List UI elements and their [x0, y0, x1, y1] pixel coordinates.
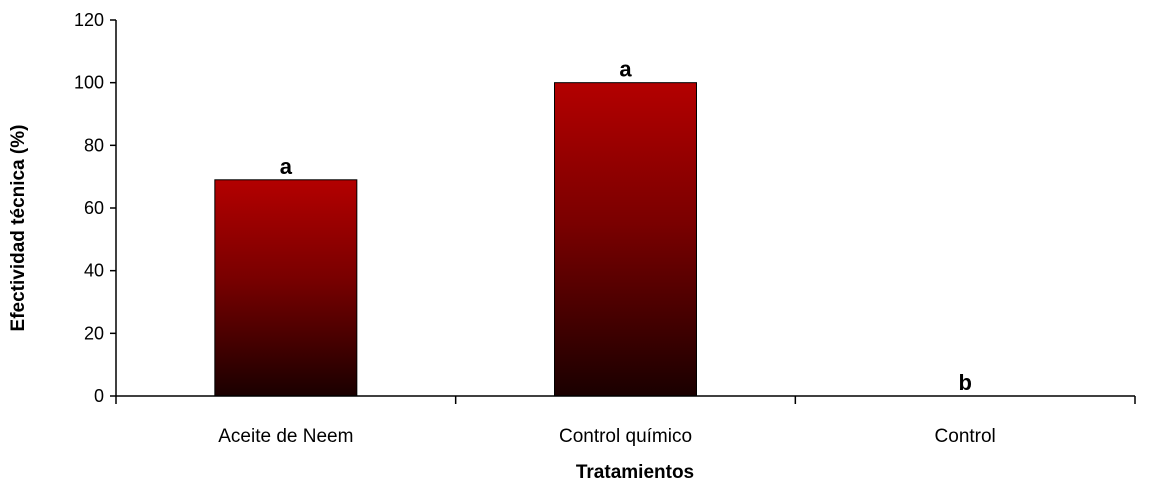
significance-label-2: b [958, 370, 971, 395]
bar-0 [214, 179, 358, 397]
x-axis-title: Tratamientos [576, 462, 694, 483]
y-tick-label-5: 100 [74, 73, 104, 93]
bars-layer [214, 82, 697, 397]
y-tick-label-0: 0 [94, 386, 104, 406]
category-label-0: Aceite de Neem [218, 426, 353, 447]
significance-label-0: a [280, 154, 293, 179]
category-label-2: Control [935, 426, 996, 447]
y-tick-label-3: 60 [84, 198, 104, 218]
y-tick-label-2: 40 [84, 261, 104, 281]
significance-label-1: a [619, 57, 632, 82]
bar-1 [554, 82, 697, 397]
y-tick-label-6: 120 [74, 10, 104, 30]
y-tick-label-4: 80 [84, 135, 104, 155]
axes-layer [110, 19, 1136, 404]
y-axis-title: Efectividad técnica (%) [8, 125, 29, 332]
category-label-1: Control químico [559, 426, 692, 447]
labels-layer: a Aceite de Neem a Control químico b Control 0… [74, 10, 996, 447]
y-tick-label-1: 20 [84, 323, 104, 343]
